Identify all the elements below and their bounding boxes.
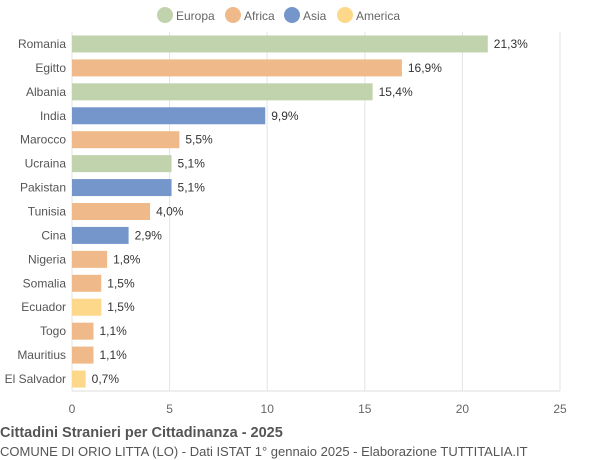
legend-marker-america (337, 7, 353, 23)
value-label: 1,5% (107, 300, 135, 314)
legend-label: America (356, 9, 400, 23)
category-label: Cina (41, 228, 66, 242)
value-label: 5,1% (178, 157, 206, 171)
value-label: 16,9% (408, 61, 442, 75)
category-label: Ecuador (21, 300, 66, 314)
bar-marocco (72, 131, 180, 149)
legend-marker-asia (284, 7, 300, 23)
bar-india (72, 107, 266, 125)
bar-chart: 0 5 10 15 20 25 Romania 21,3% Egitto 16,9% Albania… (5, 7, 567, 416)
bar-cina (72, 226, 129, 244)
bar-mauritius (72, 346, 94, 364)
x-tick-label: 5 (166, 402, 173, 416)
category-label: India (40, 109, 66, 123)
chart-subtitle: COMUNE DI ORIO LITTA (LO) - Dati ISTAT 1… (0, 444, 528, 459)
legend-marker-africa (225, 7, 241, 23)
category-label: Tunisia (28, 205, 67, 219)
category-label: Mauritius (17, 348, 66, 362)
category-label: Togo (40, 324, 66, 338)
x-tick-label: 10 (261, 402, 275, 416)
legend-label: Asia (303, 9, 327, 23)
bar-tunisia (72, 203, 151, 220)
bar-romania (72, 35, 488, 53)
bar-togo (72, 322, 94, 340)
value-label: 5,5% (185, 133, 213, 147)
value-label: 21,3% (494, 37, 528, 51)
value-label: 1,8% (113, 252, 141, 266)
category-label: Marocco (20, 133, 66, 147)
bar-ecuador (72, 298, 102, 316)
bar-egitto (72, 59, 402, 77)
x-tick-label: 15 (358, 402, 372, 416)
bar-pakistan (72, 179, 172, 197)
value-label: 0,7% (92, 372, 120, 386)
legend-marker-europa (157, 7, 173, 23)
x-tick-label: 25 (553, 402, 567, 416)
bar-ucraina (72, 155, 172, 173)
bar-nigeria (72, 250, 108, 268)
value-label: 9,9% (271, 109, 299, 123)
category-label: Ucraina (25, 157, 67, 171)
category-label: Albania (26, 85, 66, 99)
x-tick-label: 20 (456, 402, 470, 416)
category-label: Romania (18, 37, 66, 51)
category-label: Pakistan (20, 181, 66, 195)
category-label: Somalia (23, 276, 67, 290)
category-label: Nigeria (28, 252, 66, 266)
value-label: 2,9% (135, 228, 163, 242)
bar-albania (72, 83, 373, 101)
x-tick-label: 0 (69, 402, 76, 416)
value-label: 15,4% (379, 85, 413, 99)
category-label: El Salvador (5, 372, 66, 386)
bar-el-salvador (72, 370, 86, 388)
value-label: 4,0% (156, 205, 184, 219)
bar-somalia (72, 274, 102, 292)
value-label: 1,1% (99, 348, 127, 362)
value-label: 1,5% (107, 276, 135, 290)
legend-label: Europa (176, 9, 215, 23)
category-label: Egitto (35, 61, 66, 75)
value-label: 1,1% (99, 324, 127, 338)
legend-label: Africa (244, 9, 275, 23)
value-label: 5,1% (178, 181, 206, 195)
chart-title: Cittadini Stranieri per Cittadinanza - 2… (0, 425, 283, 441)
